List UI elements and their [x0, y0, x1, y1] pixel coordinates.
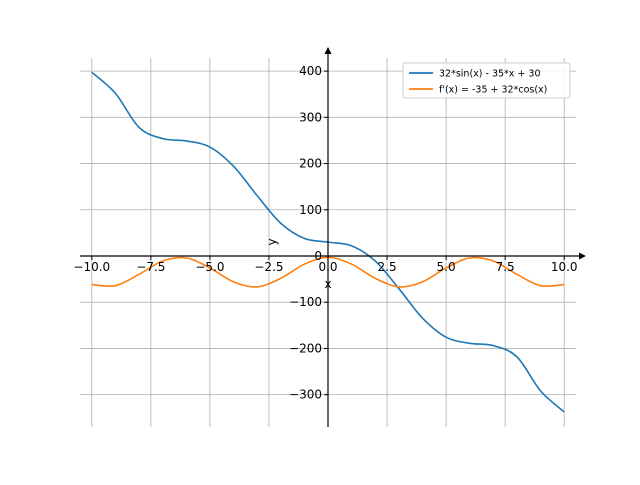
legend-box — [402, 62, 571, 99]
x-tick-label: −10.0 — [73, 260, 110, 274]
x-axis-arrow — [579, 252, 586, 260]
x-tick-label: 0.0 — [318, 260, 337, 274]
y-tick-label: 0 — [314, 249, 322, 263]
y-axis-arrow — [324, 47, 332, 54]
y-tick-label: −100 — [289, 295, 322, 309]
x-tick-label: −7.5 — [136, 260, 165, 274]
x-tick-label: 7.5 — [496, 260, 515, 274]
legend-label-2: f'(x) = -35 + 32*cos(x) — [439, 85, 547, 96]
y-tick-label: 400 — [299, 64, 322, 78]
legend: 32*sin(x) - 35*x + 30 f'(x) = -35 + 32*co… — [402, 62, 571, 99]
x-axis-label: x — [324, 277, 331, 291]
x-tick-label: 10.0 — [551, 260, 578, 274]
axes: −10.0 −7.5 −5.0 −2.5 0.0 2.5 5.0 7.5 10.0 −300 −20… — [73, 47, 586, 427]
x-tick-label: −2.5 — [254, 260, 283, 274]
x-tick-label: −5.0 — [195, 260, 224, 274]
y-axis-label: y — [265, 238, 279, 245]
y-tick-label: −200 — [289, 341, 322, 355]
y-tick-label: 200 — [299, 157, 322, 171]
y-tick-label: −300 — [289, 388, 322, 402]
x-tick-label: 5.0 — [437, 260, 456, 274]
y-tick-label: 100 — [299, 203, 322, 217]
legend-label-1: 32*sin(x) - 35*x + 30 — [439, 69, 541, 80]
x-tick-label: 2.5 — [378, 260, 397, 274]
y-tick-label: 300 — [299, 110, 322, 124]
